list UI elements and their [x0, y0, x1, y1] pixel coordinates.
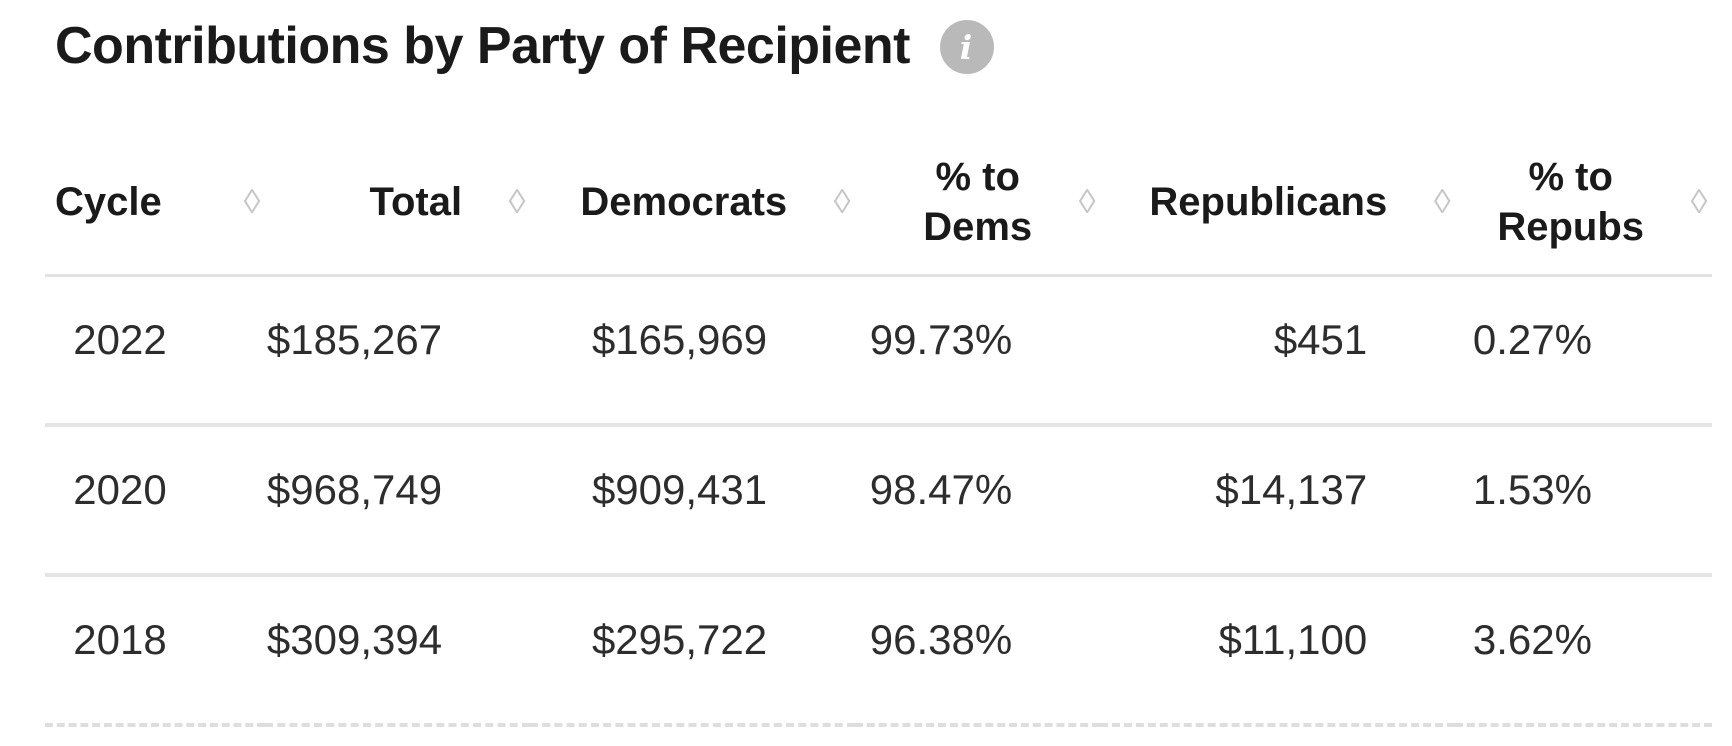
column-label-democrats: Democrats [580, 179, 788, 224]
cell-cycle: 2022 [73, 315, 167, 363]
column-header-total[interactable]: Total ◊ [265, 130, 531, 277]
column-header-republicans[interactable]: Republicans ◊ [1100, 130, 1456, 277]
column-header-pct-to-dems[interactable]: % to Dems ◊ [855, 130, 1101, 277]
cell-pct-dems: 96.38% [855, 573, 1101, 727]
page-title: Contributions by Party of Recipient [55, 17, 911, 76]
sort-icon[interactable]: ◊ [508, 182, 526, 221]
info-icon[interactable]: i [940, 20, 994, 74]
cell-democrats: $295,722 [530, 573, 856, 727]
cell-pct-dems: 98.47% [855, 423, 1101, 575]
sort-icon[interactable]: ◊ [833, 182, 851, 221]
cell-democrats: $909,431 [530, 423, 856, 575]
cell-republicans: $14,137 [1100, 423, 1456, 575]
cell-total: $968,749 [265, 423, 531, 575]
column-header-cycle[interactable]: Cycle ◊ [45, 130, 266, 277]
cell-cycle: 2018 [45, 573, 266, 727]
cell-total: $185,267 [266, 315, 443, 363]
column-label-pct-to-dems: % to Dems [923, 154, 1033, 249]
cell-pct-dems: 99.73% [869, 315, 1013, 363]
table-row-2018: 2018 $309,394 $295,722 96.38% $11,100 3.… [45, 573, 1712, 727]
section-header: Contributions by Party of Recipient i [55, 14, 1712, 80]
column-label-pct-to-repubs: % to Repubs [1497, 154, 1644, 249]
cell-democrats: $165,969 [591, 315, 768, 363]
table-row-2020: 2020 $968,749 $909,431 98.47% $14,137 1.… [45, 423, 1712, 575]
cell-republicans: $11,100 [1100, 573, 1456, 727]
sort-icon[interactable]: ◊ [1433, 182, 1451, 221]
cell-pct-repubs: 0.27% [1472, 315, 1592, 363]
sort-icon[interactable]: ◊ [1078, 182, 1096, 221]
sort-icon[interactable]: ◊ [1690, 182, 1708, 221]
cell-pct-repubs: 3.62% [1455, 573, 1712, 727]
cell-cycle: 2020 [45, 423, 266, 575]
column-header-democrats[interactable]: Democrats ◊ [530, 130, 856, 277]
cell-total: $309,394 [265, 573, 531, 727]
table-header-row: Cycle ◊ Total ◊ Democrats ◊ [45, 130, 1712, 277]
table-row-2022: 2022 $185,267 $165,969 99.73% $451 0.27% [45, 275, 1712, 425]
column-label-republicans: Republicans [1149, 179, 1388, 224]
cell-pct-repubs: 1.53% [1455, 423, 1712, 575]
column-label-total: Total [369, 179, 463, 224]
cell-republicans: $451 [1273, 315, 1368, 363]
column-header-pct-to-repubs[interactable]: % to Repubs ◊ [1455, 130, 1712, 277]
contributions-table: Cycle ◊ Total ◊ Democrats ◊ [45, 130, 1712, 727]
column-label-cycle: Cycle [55, 179, 162, 224]
sort-icon[interactable]: ◊ [243, 182, 261, 221]
